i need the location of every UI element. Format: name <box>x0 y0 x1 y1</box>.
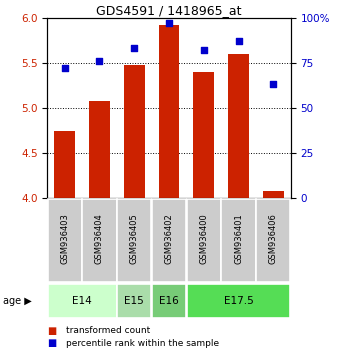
Bar <box>124 65 145 198</box>
Point <box>166 20 172 26</box>
Point <box>97 58 102 64</box>
Bar <box>152 199 186 282</box>
Text: GSM936406: GSM936406 <box>269 213 278 264</box>
Bar <box>256 199 290 282</box>
Text: transformed count: transformed count <box>66 326 150 336</box>
Text: GSM936404: GSM936404 <box>95 214 104 264</box>
Text: ■: ■ <box>47 326 56 336</box>
Bar <box>159 25 179 198</box>
Text: percentile rank within the sample: percentile rank within the sample <box>66 339 219 348</box>
Bar <box>54 131 75 198</box>
Bar <box>263 191 284 198</box>
Text: GSM936400: GSM936400 <box>199 214 208 264</box>
Text: E14: E14 <box>72 296 92 306</box>
Text: E17.5: E17.5 <box>224 296 254 306</box>
Text: E16: E16 <box>159 296 179 306</box>
Title: GDS4591 / 1418965_at: GDS4591 / 1418965_at <box>96 4 242 17</box>
Bar <box>48 199 82 282</box>
Bar <box>117 199 151 282</box>
Bar <box>187 199 221 282</box>
Bar <box>89 101 110 198</box>
Text: GSM936402: GSM936402 <box>165 214 173 264</box>
Text: GSM936405: GSM936405 <box>130 214 139 264</box>
Text: E15: E15 <box>124 296 144 306</box>
Bar <box>193 72 214 198</box>
Bar <box>221 199 256 282</box>
Text: ■: ■ <box>47 338 56 348</box>
Point <box>62 65 67 71</box>
Bar <box>152 284 186 318</box>
Point <box>201 47 207 53</box>
Text: GSM936401: GSM936401 <box>234 214 243 264</box>
Bar <box>48 284 117 318</box>
Point <box>271 82 276 87</box>
Bar <box>82 199 117 282</box>
Text: GSM936403: GSM936403 <box>60 213 69 264</box>
Text: age ▶: age ▶ <box>3 296 32 306</box>
Point <box>236 38 241 44</box>
Bar <box>187 284 290 318</box>
Bar <box>228 54 249 198</box>
Bar <box>117 284 151 318</box>
Point <box>131 46 137 51</box>
